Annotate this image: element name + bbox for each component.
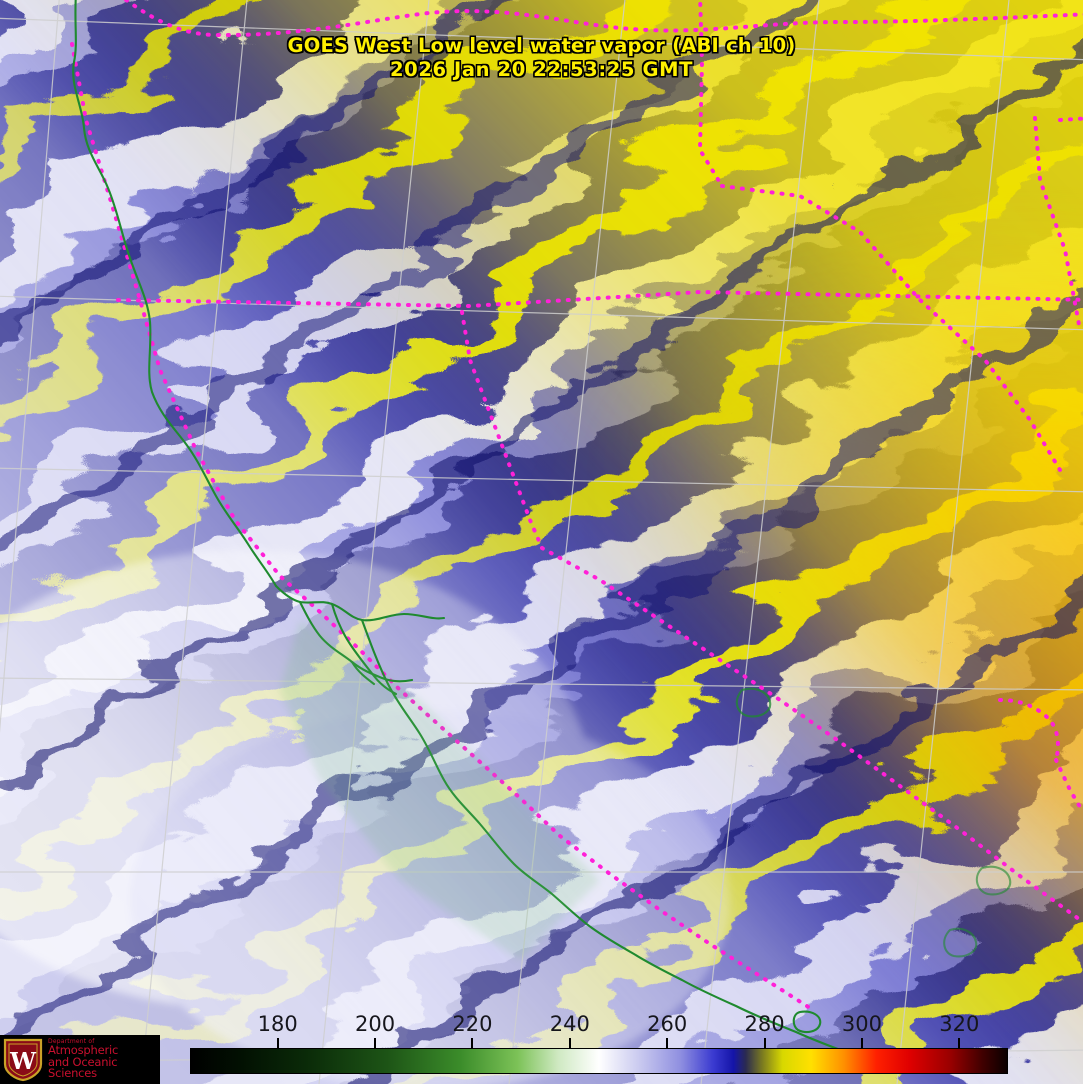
uw-crest-icon: W	[3, 1038, 43, 1081]
political-borders	[70, 0, 1083, 1010]
colorbar-ticks	[190, 1038, 1008, 1048]
colorbar-tick-label: 280	[744, 1012, 785, 1036]
logo-line-2: and Oceanic Sciences	[48, 1054, 118, 1081]
uw-aos-logo[interactable]: W Department of Atmospheric and Oceanic …	[0, 1035, 160, 1084]
colorbar-tick-mark	[471, 1038, 474, 1048]
colorbar-tick-mark	[374, 1038, 377, 1048]
logo-dept-prefix: Department of	[48, 1037, 95, 1045]
colorbar-tick-mark	[958, 1038, 961, 1048]
logo-line-1: Atmospheric	[48, 1042, 119, 1057]
colorbar-tick-mark	[666, 1038, 669, 1048]
colorbar: 180 200 220 240 260 280 300 320	[190, 1012, 1008, 1084]
colorbar-tick-label: 300	[841, 1012, 882, 1036]
colorbar-tick-mark	[860, 1038, 863, 1048]
logo-text: Department of Atmospheric and Oceanic Sc…	[48, 1037, 160, 1081]
colorbar-tick-label: 180	[257, 1012, 298, 1036]
colorbar-tick-label: 260	[647, 1012, 688, 1036]
colorbar-tick-mark	[568, 1038, 571, 1048]
colorbar-tick-label: 220	[452, 1012, 493, 1036]
colorbar-tick-mark	[763, 1038, 766, 1048]
colorbar-tick-label: 320	[939, 1012, 980, 1036]
colorbar-tick-label: 200	[354, 1012, 396, 1036]
colorbar-tick-mark	[276, 1038, 279, 1048]
colorbar-gradient	[190, 1048, 1008, 1074]
svg-text:W: W	[9, 1048, 37, 1075]
colorbar-tick-labels: 180 200 220 240 260 280 300 320	[190, 1012, 1008, 1038]
colorbar-tick-label: 240	[549, 1012, 590, 1036]
